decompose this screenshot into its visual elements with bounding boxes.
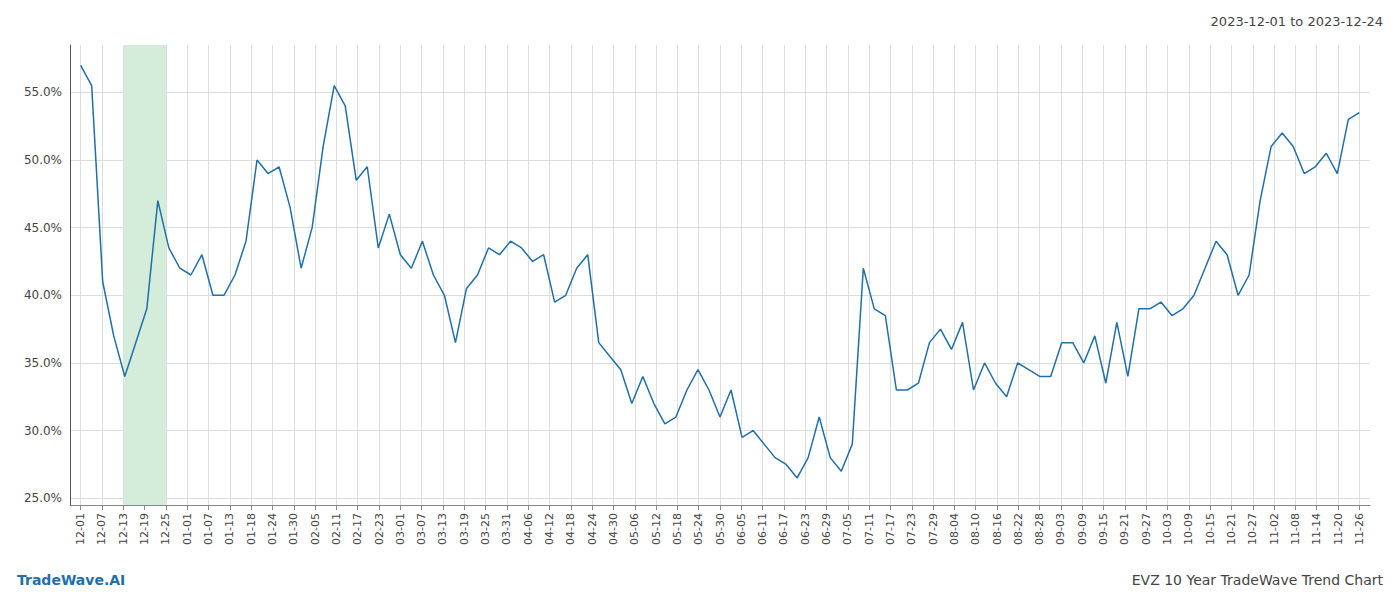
svg-text:06-11: 06-11 (756, 513, 769, 545)
svg-text:02-17: 02-17 (351, 513, 364, 545)
svg-text:12-07: 12-07 (95, 513, 108, 545)
svg-text:04-24: 04-24 (586, 513, 599, 545)
svg-text:07-11: 07-11 (863, 513, 876, 545)
svg-text:04-30: 04-30 (607, 513, 620, 545)
svg-text:02-11: 02-11 (330, 513, 343, 545)
svg-text:04-06: 04-06 (522, 513, 535, 545)
svg-text:11-02: 11-02 (1268, 513, 1281, 545)
svg-text:11-14: 11-14 (1310, 513, 1323, 545)
svg-text:01-18: 01-18 (245, 513, 258, 545)
svg-text:01-30: 01-30 (287, 513, 300, 545)
svg-text:09-27: 09-27 (1140, 513, 1153, 545)
svg-text:10-21: 10-21 (1225, 513, 1238, 545)
svg-text:EVZ 10 Year TradeWave Trend Ch: EVZ 10 Year TradeWave Trend Chart (1132, 572, 1384, 588)
svg-text:09-21: 09-21 (1118, 513, 1131, 545)
svg-text:04-12: 04-12 (543, 513, 556, 545)
svg-text:40.0%: 40.0% (24, 288, 62, 302)
svg-text:10-03: 10-03 (1161, 513, 1174, 545)
svg-text:06-05: 06-05 (735, 513, 748, 545)
svg-text:07-17: 07-17 (884, 513, 897, 545)
svg-text:03-13: 03-13 (436, 513, 449, 545)
svg-text:35.0%: 35.0% (24, 356, 62, 370)
svg-text:01-07: 01-07 (202, 513, 215, 545)
svg-text:11-20: 11-20 (1332, 513, 1345, 545)
svg-text:03-01: 03-01 (394, 513, 407, 545)
svg-text:12-13: 12-13 (117, 513, 130, 545)
svg-text:30.0%: 30.0% (24, 424, 62, 438)
svg-text:07-05: 07-05 (841, 513, 854, 545)
svg-text:10-09: 10-09 (1182, 513, 1195, 545)
svg-text:08-28: 08-28 (1033, 513, 1046, 545)
svg-text:05-24: 05-24 (692, 513, 705, 545)
svg-text:01-13: 01-13 (223, 513, 236, 545)
svg-text:45.0%: 45.0% (24, 221, 62, 235)
svg-text:09-03: 09-03 (1054, 513, 1067, 545)
svg-text:08-04: 08-04 (948, 513, 961, 545)
svg-text:25.0%: 25.0% (24, 491, 62, 505)
svg-text:02-23: 02-23 (373, 513, 386, 545)
svg-text:08-16: 08-16 (991, 513, 1004, 545)
svg-text:06-23: 06-23 (799, 513, 812, 545)
svg-text:01-01: 01-01 (181, 513, 194, 545)
svg-text:05-30: 05-30 (714, 513, 727, 545)
svg-text:06-29: 06-29 (820, 513, 833, 545)
svg-text:12-25: 12-25 (159, 513, 172, 545)
svg-text:08-10: 08-10 (969, 513, 982, 545)
svg-text:07-29: 07-29 (927, 513, 940, 545)
svg-text:09-09: 09-09 (1076, 513, 1089, 545)
svg-text:05-18: 05-18 (671, 513, 684, 545)
svg-text:TradeWave.AI: TradeWave.AI (17, 572, 125, 588)
svg-text:02-05: 02-05 (309, 513, 322, 545)
svg-text:06-17: 06-17 (777, 513, 790, 545)
svg-text:12-01: 12-01 (74, 513, 87, 545)
svg-text:11-08: 11-08 (1289, 513, 1302, 545)
svg-text:08-22: 08-22 (1012, 513, 1025, 545)
svg-text:55.0%: 55.0% (24, 85, 62, 99)
svg-text:07-23: 07-23 (905, 513, 918, 545)
svg-text:10-15: 10-15 (1204, 513, 1217, 545)
svg-text:01-24: 01-24 (266, 513, 279, 545)
svg-text:04-18: 04-18 (564, 513, 577, 545)
svg-text:03-31: 03-31 (500, 513, 513, 545)
svg-text:05-12: 05-12 (650, 513, 663, 545)
svg-text:11-26: 11-26 (1353, 513, 1366, 545)
svg-text:03-25: 03-25 (479, 513, 492, 545)
svg-text:05-06: 05-06 (628, 513, 641, 545)
svg-text:12-19: 12-19 (138, 513, 151, 545)
svg-text:03-07: 03-07 (415, 513, 428, 545)
svg-text:09-15: 09-15 (1097, 513, 1110, 545)
svg-text:10-27: 10-27 (1246, 513, 1259, 545)
svg-text:50.0%: 50.0% (24, 153, 62, 167)
svg-text:2023-12-01 to 2023-12-24: 2023-12-01 to 2023-12-24 (1211, 14, 1383, 29)
svg-text:03-19: 03-19 (458, 513, 471, 545)
